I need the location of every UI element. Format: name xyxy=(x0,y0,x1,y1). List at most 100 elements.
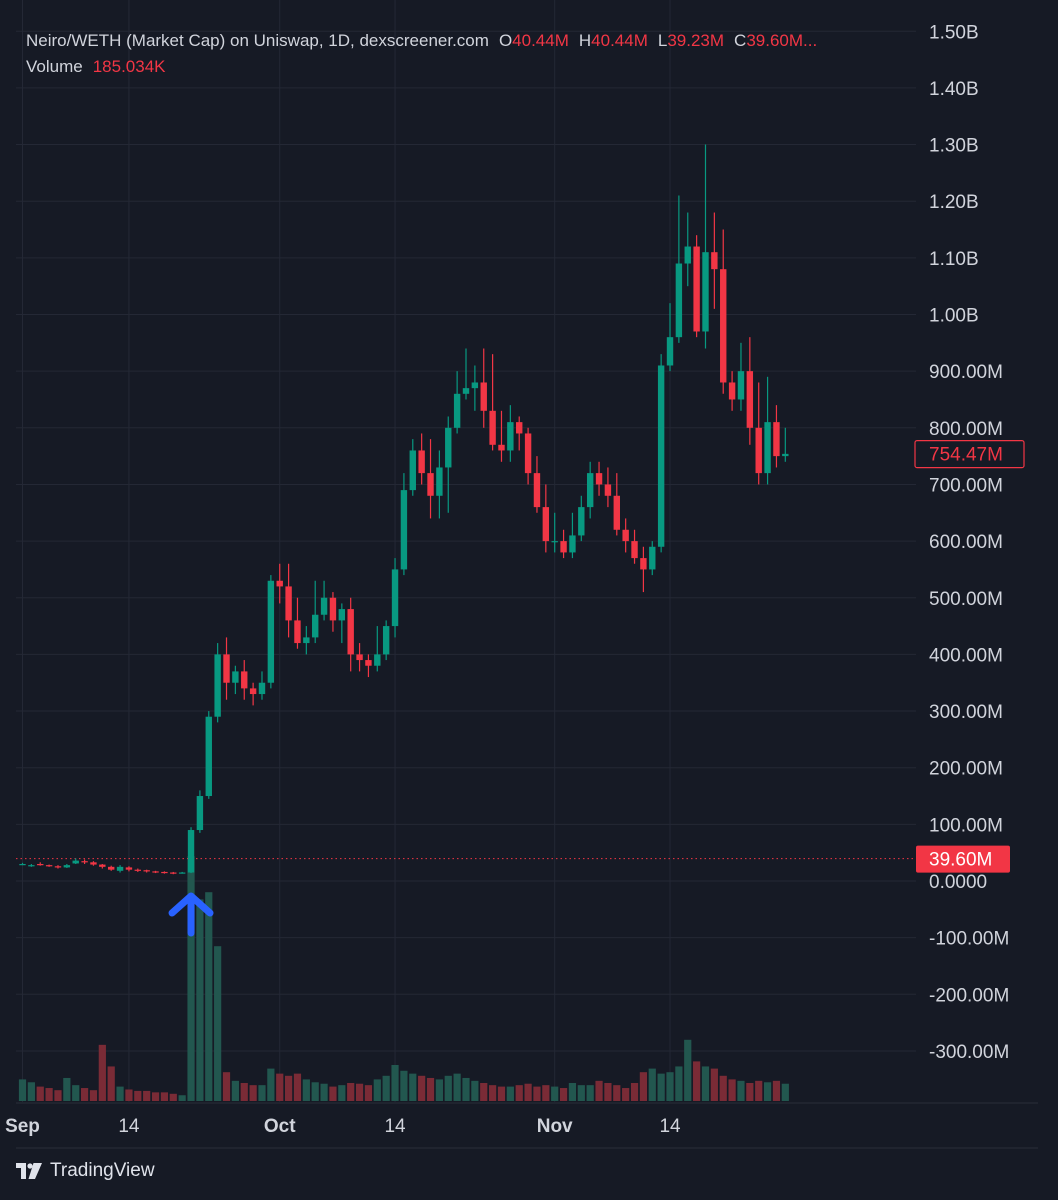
volume-bar xyxy=(205,892,213,1101)
volume-bar xyxy=(293,1073,302,1101)
candle-body xyxy=(170,872,177,874)
up-arrow-annotation xyxy=(168,892,214,937)
volume-bar xyxy=(27,1082,35,1101)
candle-body xyxy=(711,252,718,270)
candle-body xyxy=(542,507,550,542)
x-tick-label: Oct xyxy=(264,1116,296,1137)
y-tick-label: 1.10B xyxy=(929,249,979,270)
candle-body xyxy=(374,654,381,666)
candle-body xyxy=(462,388,470,394)
candle xyxy=(773,405,780,468)
candle-body xyxy=(604,484,612,496)
candle xyxy=(684,212,691,287)
volume-bar xyxy=(755,1080,763,1101)
volume-bar xyxy=(249,1085,257,1101)
y-tick-label: 1.00B xyxy=(929,306,979,327)
volume-bar xyxy=(187,856,195,1101)
volume-bar xyxy=(551,1086,559,1101)
candle xyxy=(649,541,656,576)
candle-body xyxy=(178,872,186,874)
legend-low-value: 39.23M xyxy=(667,31,725,50)
candle xyxy=(276,563,283,604)
candle xyxy=(622,518,629,553)
volume-bar xyxy=(444,1075,452,1101)
candle-body xyxy=(303,637,310,644)
candle xyxy=(516,416,523,451)
candle-body xyxy=(693,246,700,332)
y-tick-label: -100.00M xyxy=(929,929,1009,950)
candle xyxy=(329,592,337,632)
candle xyxy=(320,580,328,621)
candle-body xyxy=(125,867,133,870)
arrow-head xyxy=(168,892,214,917)
volume-bar xyxy=(54,1090,62,1101)
candle-body xyxy=(232,671,239,683)
candle-body xyxy=(382,626,390,655)
candle-body xyxy=(586,473,594,508)
candle-body xyxy=(400,490,408,570)
volume-bar xyxy=(196,899,204,1101)
volume-bar xyxy=(657,1073,665,1101)
candle-body xyxy=(720,269,727,383)
candle-body xyxy=(116,866,124,871)
volume-bar xyxy=(214,946,222,1101)
candle xyxy=(640,546,647,593)
candle xyxy=(631,529,638,564)
y-tick-label: 200.00M xyxy=(929,759,1003,780)
volume-bar xyxy=(524,1083,532,1101)
candle xyxy=(524,427,532,485)
candle xyxy=(54,865,62,869)
candle xyxy=(462,348,470,400)
candle-body xyxy=(516,422,523,434)
volume-bar xyxy=(728,1079,736,1101)
price-label-text: 39.60M xyxy=(929,850,992,871)
candle xyxy=(560,529,567,559)
candle-body xyxy=(391,569,399,627)
y-tick-label: 300.00M xyxy=(929,702,1003,723)
candle-body xyxy=(737,371,745,400)
volume-bar xyxy=(763,1082,772,1101)
candle xyxy=(312,580,319,644)
tradingview-brand[interactable]: TradingView xyxy=(16,1160,155,1182)
volume-bar xyxy=(258,1085,266,1101)
volume-bar xyxy=(116,1086,124,1101)
candle xyxy=(702,144,709,349)
candle-body xyxy=(613,495,620,530)
candle-body xyxy=(161,871,168,874)
candle xyxy=(223,637,230,700)
volume-bar xyxy=(72,1085,80,1101)
volume-bar xyxy=(231,1080,239,1101)
y-tick-label: 800.00M xyxy=(929,419,1003,440)
volume-bar xyxy=(107,1066,115,1101)
candle xyxy=(152,870,159,874)
candle-body xyxy=(773,422,780,457)
legend-low-label: L xyxy=(657,31,668,50)
candle xyxy=(37,862,44,866)
candle-body xyxy=(657,365,665,547)
candle xyxy=(241,660,248,700)
price-label-text: 754.47M xyxy=(929,445,1003,466)
candle xyxy=(586,461,594,519)
candle-body xyxy=(285,586,292,621)
volume-bar xyxy=(45,1088,53,1101)
candle-body xyxy=(347,609,354,655)
volume-bar xyxy=(160,1092,169,1101)
candle-body xyxy=(81,861,88,863)
candle-body xyxy=(143,870,150,872)
volume-bar xyxy=(143,1090,151,1101)
legend-close-label: C xyxy=(734,31,747,50)
volume-bar xyxy=(453,1073,461,1101)
candle-body xyxy=(640,558,647,570)
candle xyxy=(45,864,53,867)
volume-bar xyxy=(98,1044,106,1101)
price-label-bg xyxy=(916,845,1010,873)
candle xyxy=(72,858,79,865)
volume-bar xyxy=(622,1088,630,1101)
candle xyxy=(294,597,301,649)
candle xyxy=(187,827,195,874)
candle xyxy=(161,871,168,874)
candle xyxy=(693,235,700,338)
candle xyxy=(507,405,514,462)
candle-body xyxy=(196,796,204,831)
candle xyxy=(720,229,727,394)
